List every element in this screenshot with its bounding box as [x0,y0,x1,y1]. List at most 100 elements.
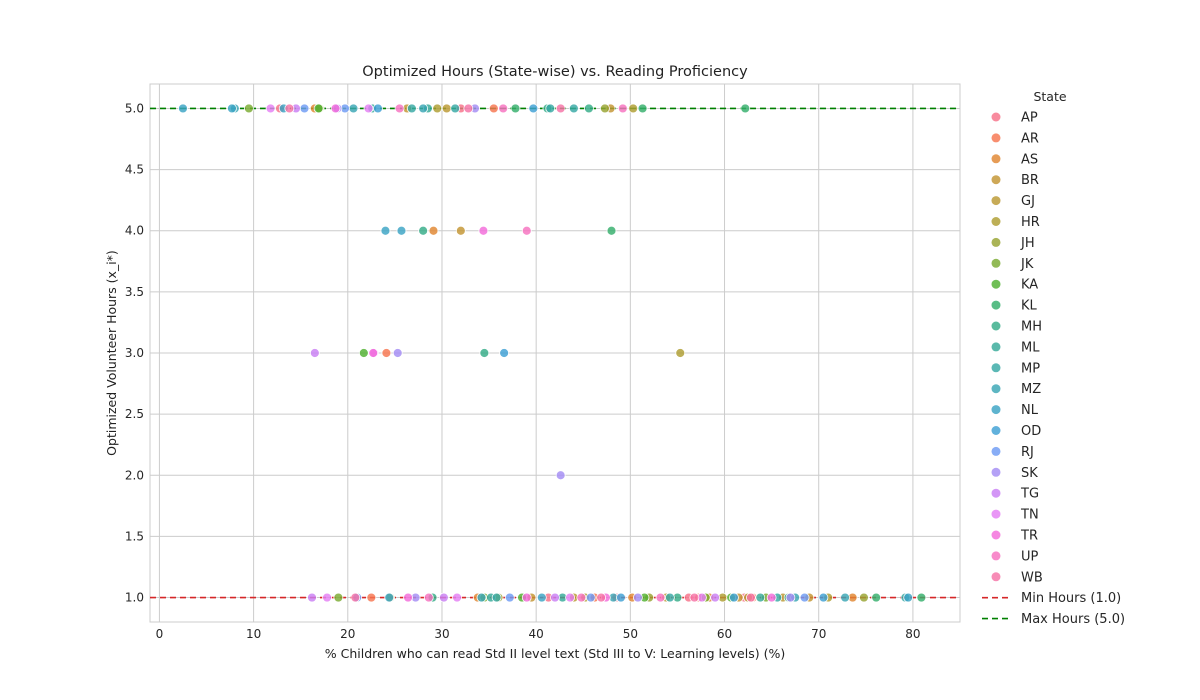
legend-marker-od [991,426,1001,435]
data-point-ar [488,103,499,114]
data-point-nl [178,103,188,114]
data-point-mp [491,592,502,603]
legend-marker-tg [991,488,1001,498]
data-point-nl [384,592,395,603]
data-point-wb [746,592,756,603]
legend-marker-ap [991,112,1001,122]
data-point-ml [755,592,766,603]
data-point-sk [555,470,566,481]
data-point-rj [585,592,596,603]
data-point-tn [452,592,462,603]
legend-label-as: AS [1021,152,1038,167]
x-axis-ticks: 0 10 20 30 40 50 60 70 80 [156,627,921,641]
x-tick-label: 60 [717,627,732,641]
data-points [178,103,927,603]
data-point-br [455,225,466,236]
y-axis-ticks: 1.0 1.5 2.0 2.5 3.0 3.5 4.0 4.5 5.0 [125,101,144,604]
legend-label-rj: RJ [1021,445,1034,460]
data-point-kl [637,103,648,114]
legend-label-min-hours: Min Hours (1.0) [1021,591,1121,606]
data-point-tr [521,592,532,603]
legend-label-nl: NL [1021,403,1039,418]
x-tick-label: 0 [156,627,164,641]
data-point-rj [299,103,310,114]
legend-marker-up [991,551,1001,561]
data-point-ka [313,103,324,114]
data-point-ar [366,592,377,603]
data-point-mp [406,103,417,114]
data-point-tr [403,592,413,603]
legend-marker-tn [991,509,1001,519]
data-point-sk [632,592,643,603]
legend-marker-br [991,175,1001,185]
data-point-jh [600,103,610,114]
legend-label-mz: MZ [1021,382,1041,397]
x-axis-label: % Children who can read Std II level tex… [325,646,785,661]
data-point-mz [418,103,429,114]
legend-label-jk: JK [1020,257,1034,272]
data-point-mp [545,103,556,114]
data-point-od [528,103,539,114]
plot-area [149,83,961,623]
data-point-up [617,103,628,114]
data-point-up [521,225,532,236]
data-point-wb [350,592,361,603]
legend-label-kl: KL [1021,299,1038,314]
data-point-od [499,348,510,358]
data-point-hr [432,103,443,114]
data-point-gj [441,103,452,114]
data-point-kl [740,103,751,114]
legend-label-jh: JH [1020,236,1035,251]
legend-marker-tr [991,530,1001,540]
y-tick-label: 2.0 [125,468,144,482]
data-point-tn [565,592,575,603]
data-point-up [576,592,587,603]
data-point-rj [504,592,515,603]
data-point-tr [478,225,489,236]
x-tick-label: 70 [811,627,826,641]
data-point-kl [871,592,882,603]
data-point-mp [665,592,675,603]
data-point-hr [628,103,639,114]
legend-marker-ml [991,342,1001,352]
legend-items: AP AR AS BR GJ HR JH JK KA KL MH ML MP MZ NL OD RJ SK TG TN… [982,111,1125,627]
legend-label-max-hours: Max Hours (5.0) [1021,612,1125,627]
data-point-tn [363,103,374,114]
legend-marker-gj [991,196,1001,206]
data-point-nl [396,225,407,236]
data-point-kl [606,225,617,236]
data-point-up [655,592,666,603]
legend-label-ap: AP [1021,111,1038,126]
legend-label-gj: GJ [1021,194,1035,209]
data-point-tg [309,348,320,358]
data-point-nl [227,103,237,114]
legend-label-up: UP [1021,549,1039,564]
data-point-wb [689,592,700,603]
data-point-up [423,592,434,603]
y-tick-label: 1.5 [125,529,144,543]
data-point-wb [596,592,607,603]
data-point-jh [859,592,869,603]
data-point-nl [536,592,547,603]
data-point-nl [903,592,914,603]
x-tick-label: 40 [529,627,544,641]
legend-label-ar: AR [1021,131,1039,146]
y-tick-label: 4.5 [125,163,144,177]
data-point-jk [243,103,254,114]
data-point-tg [307,592,317,603]
legend-marker-mz [991,384,1001,394]
legend-label-tn: TN [1020,508,1039,523]
legend-marker-sk [991,467,1001,477]
data-point-as [428,225,439,236]
data-point-rj [799,592,810,603]
legend-label-tr: TR [1020,529,1038,544]
data-point-mh [584,103,594,114]
data-point-tn [265,103,276,114]
legend-marker-ar [991,133,1001,143]
data-point-tn [322,592,332,603]
data-point-wb [555,103,566,114]
data-point-wb [284,103,295,114]
legend-marker-jk [991,258,1001,268]
legend-marker-nl [991,405,1001,415]
